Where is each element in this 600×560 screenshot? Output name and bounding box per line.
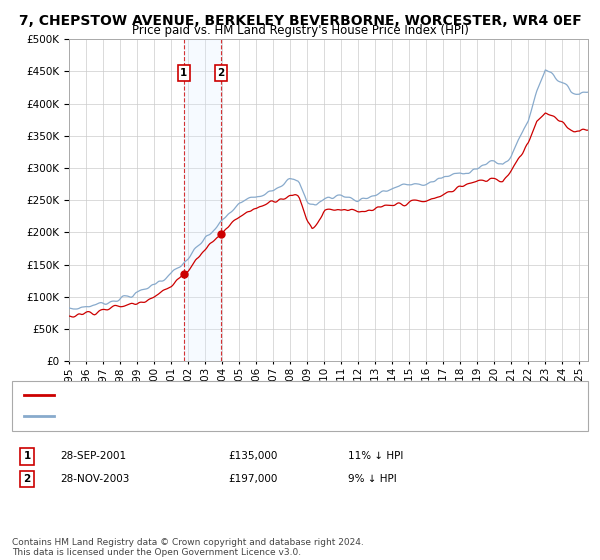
Text: 1: 1 [180,68,187,78]
Text: Price paid vs. HM Land Registry's House Price Index (HPI): Price paid vs. HM Land Registry's House … [131,24,469,37]
Text: 1: 1 [23,451,31,461]
Text: 28-SEP-2001: 28-SEP-2001 [60,451,126,461]
Text: 9% ↓ HPI: 9% ↓ HPI [348,474,397,484]
Text: Contains HM Land Registry data © Crown copyright and database right 2024.
This d: Contains HM Land Registry data © Crown c… [12,538,364,557]
Text: £197,000: £197,000 [228,474,277,484]
Text: £135,000: £135,000 [228,451,277,461]
Bar [184,39,221,361]
Text: 2: 2 [23,474,31,484]
Text: 2: 2 [217,68,224,78]
Text: 7, CHEPSTOW AVENUE, BERKELEY BEVERBORNE, WORCESTER, WR4 0EF: 7, CHEPSTOW AVENUE, BERKELEY BEVERBORNE,… [19,14,581,28]
Text: 11% ↓ HPI: 11% ↓ HPI [348,451,403,461]
Text: 28-NOV-2003: 28-NOV-2003 [60,474,130,484]
Text: 7, CHEPSTOW AVENUE, BERKELEY BEVERBORNE, WORCESTER, WR4 0EF (detached hou: 7, CHEPSTOW AVENUE, BERKELEY BEVERBORNE,… [60,390,515,400]
Text: HPI: Average price, detached house, Worcester: HPI: Average price, detached house, Worc… [60,411,305,421]
